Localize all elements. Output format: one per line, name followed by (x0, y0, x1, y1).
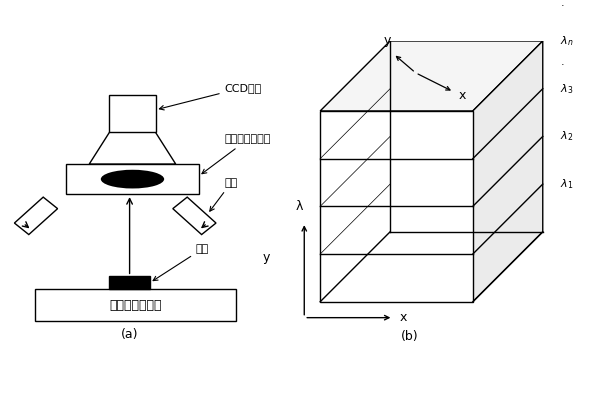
Text: x: x (458, 88, 466, 102)
Ellipse shape (101, 170, 164, 188)
Text: (b): (b) (400, 330, 418, 343)
Text: λ: λ (296, 200, 303, 213)
Text: $\lambda_1$: $\lambda_1$ (560, 177, 574, 191)
Bar (109, 276, 150, 289)
Bar (35, 289, 236, 321)
Polygon shape (89, 132, 176, 164)
Polygon shape (14, 197, 58, 234)
Bar (66, 164, 199, 194)
Text: y: y (262, 250, 270, 264)
Polygon shape (173, 197, 216, 234)
Text: (a): (a) (121, 328, 139, 341)
Text: $\lambda_3$: $\lambda_3$ (560, 82, 574, 96)
Polygon shape (320, 41, 543, 111)
Polygon shape (320, 111, 473, 302)
Text: $\lambda_n$: $\lambda_n$ (560, 34, 574, 48)
Text: x: x (400, 311, 407, 324)
Bar (109, 95, 155, 132)
Text: 样品: 样品 (153, 244, 209, 281)
Text: 滤光片或滤波器: 滤光片或滤波器 (202, 134, 271, 174)
Text: CCD相机: CCD相机 (160, 82, 262, 110)
Polygon shape (473, 41, 543, 302)
Text: $\lambda_2$: $\lambda_2$ (560, 130, 574, 143)
Text: y: y (383, 34, 391, 47)
Text: ·: · (560, 1, 564, 11)
Text: ·: · (560, 60, 564, 70)
Text: 光源: 光源 (210, 178, 238, 211)
Text: 不可移动载物台: 不可移动载物台 (109, 299, 161, 312)
